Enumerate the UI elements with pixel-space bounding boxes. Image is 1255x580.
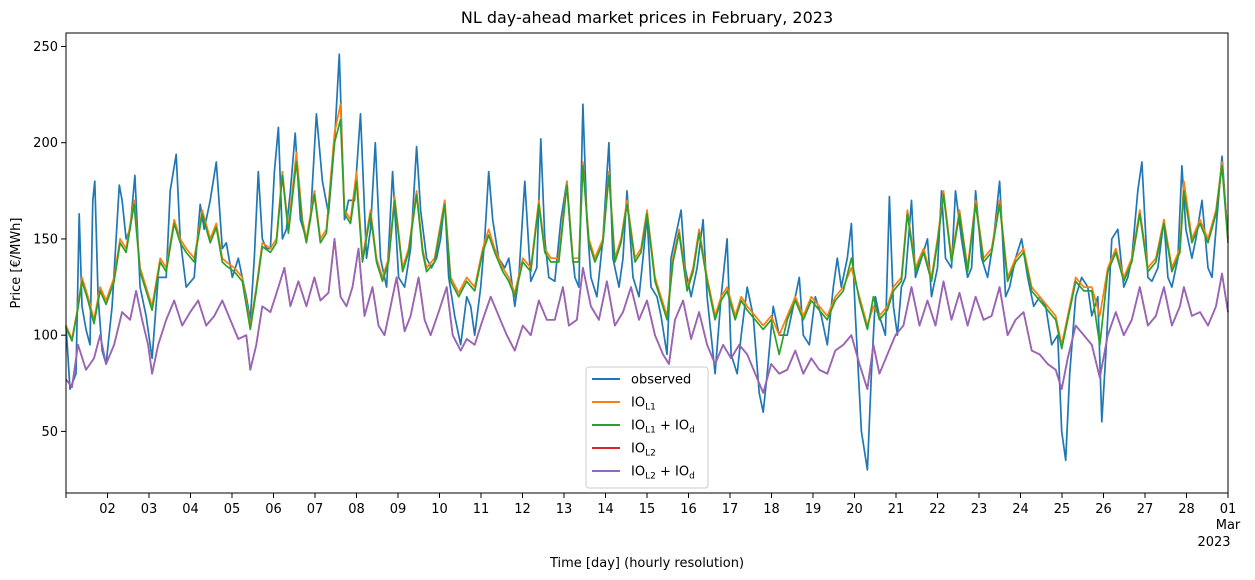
x-tick-label-21: 23 (971, 502, 988, 517)
x-tick-label-23: 25 (1054, 502, 1071, 517)
x-tick-label-25: 27 (1137, 502, 1154, 517)
chart-title: NL day-ahead market prices in February, … (461, 8, 833, 27)
legend-label-2: IOL1​ + IOd​ (631, 419, 695, 436)
x-tick-label-13: 15 (639, 502, 656, 517)
x-tick-label-27: 01 (1220, 502, 1237, 517)
y-tick-label-4: 250 (33, 40, 58, 55)
legend-label-4: IOL2​ + IOd​ (631, 465, 695, 482)
y-axis: 50 100 150 200 250 (33, 40, 66, 440)
series-line-4 (65, 238, 1229, 394)
x-tick-label-6: 08 (348, 502, 365, 517)
x-tick-label-3: 05 (224, 502, 241, 517)
x-tick-label-11: 13 (556, 502, 573, 517)
y-tick-label-2: 150 (33, 232, 58, 247)
x-tick-label-10: 12 (514, 502, 531, 517)
x-tick-label-15: 17 (722, 502, 739, 517)
y-tick-label-0: 50 (41, 425, 58, 440)
x-tick-label-16: 18 (763, 502, 780, 517)
legend-box (585, 366, 709, 489)
legend-label-0: observed (631, 373, 691, 388)
x-tick-label-26: 28 (1178, 502, 1195, 517)
y-tick-label-3: 200 (33, 136, 58, 151)
y-tick-label-1: 100 (33, 329, 58, 344)
x-tick-label-18: 20 (846, 502, 863, 517)
x-tick-label-0: 02 (99, 502, 116, 517)
x-tick-label-17: 19 (805, 502, 822, 517)
x-tick-label-19: 21 (888, 502, 905, 517)
legend-label-1: IOL1​ (631, 396, 656, 413)
x-tick-label-7: 09 (390, 502, 407, 517)
x-axis-title: Time [day] (hourly resolution) (549, 556, 744, 571)
x-tick-label-2: 04 (182, 502, 199, 517)
series-line-2 (65, 118, 1229, 356)
x-tick-month-label: Mar (1216, 518, 1241, 533)
legend: observed IOL1​ IOL1​ + IOd​ IOL2​ IOL2​ + IO… (585, 366, 709, 489)
x-tick-year-label: 2023 (1197, 535, 1230, 550)
x-tick-label-22: 24 (1012, 502, 1029, 517)
x-tick-label-4: 06 (265, 502, 282, 517)
x-axis: 02 03 04 05 06 07 08 09 10 11 12 13 14 15 16 17 18 19 20 21… (65, 493, 1241, 550)
x-tick-label-14: 16 (680, 502, 697, 517)
x-tick-label-24: 26 (1095, 502, 1112, 517)
x-tick-label-5: 07 (307, 502, 324, 517)
y-axis-title: Price [€/MWh] (9, 218, 24, 309)
x-tick-label-9: 11 (473, 502, 490, 517)
x-tick-label-12: 14 (597, 502, 614, 517)
x-tick-label-8: 10 (431, 502, 448, 517)
x-tick-label-1: 03 (141, 502, 158, 517)
legend-label-3: IOL2​ (631, 442, 656, 459)
series-line-0 (65, 53, 1229, 471)
x-tick-label-20: 22 (929, 502, 946, 517)
series-layer (65, 53, 1229, 471)
